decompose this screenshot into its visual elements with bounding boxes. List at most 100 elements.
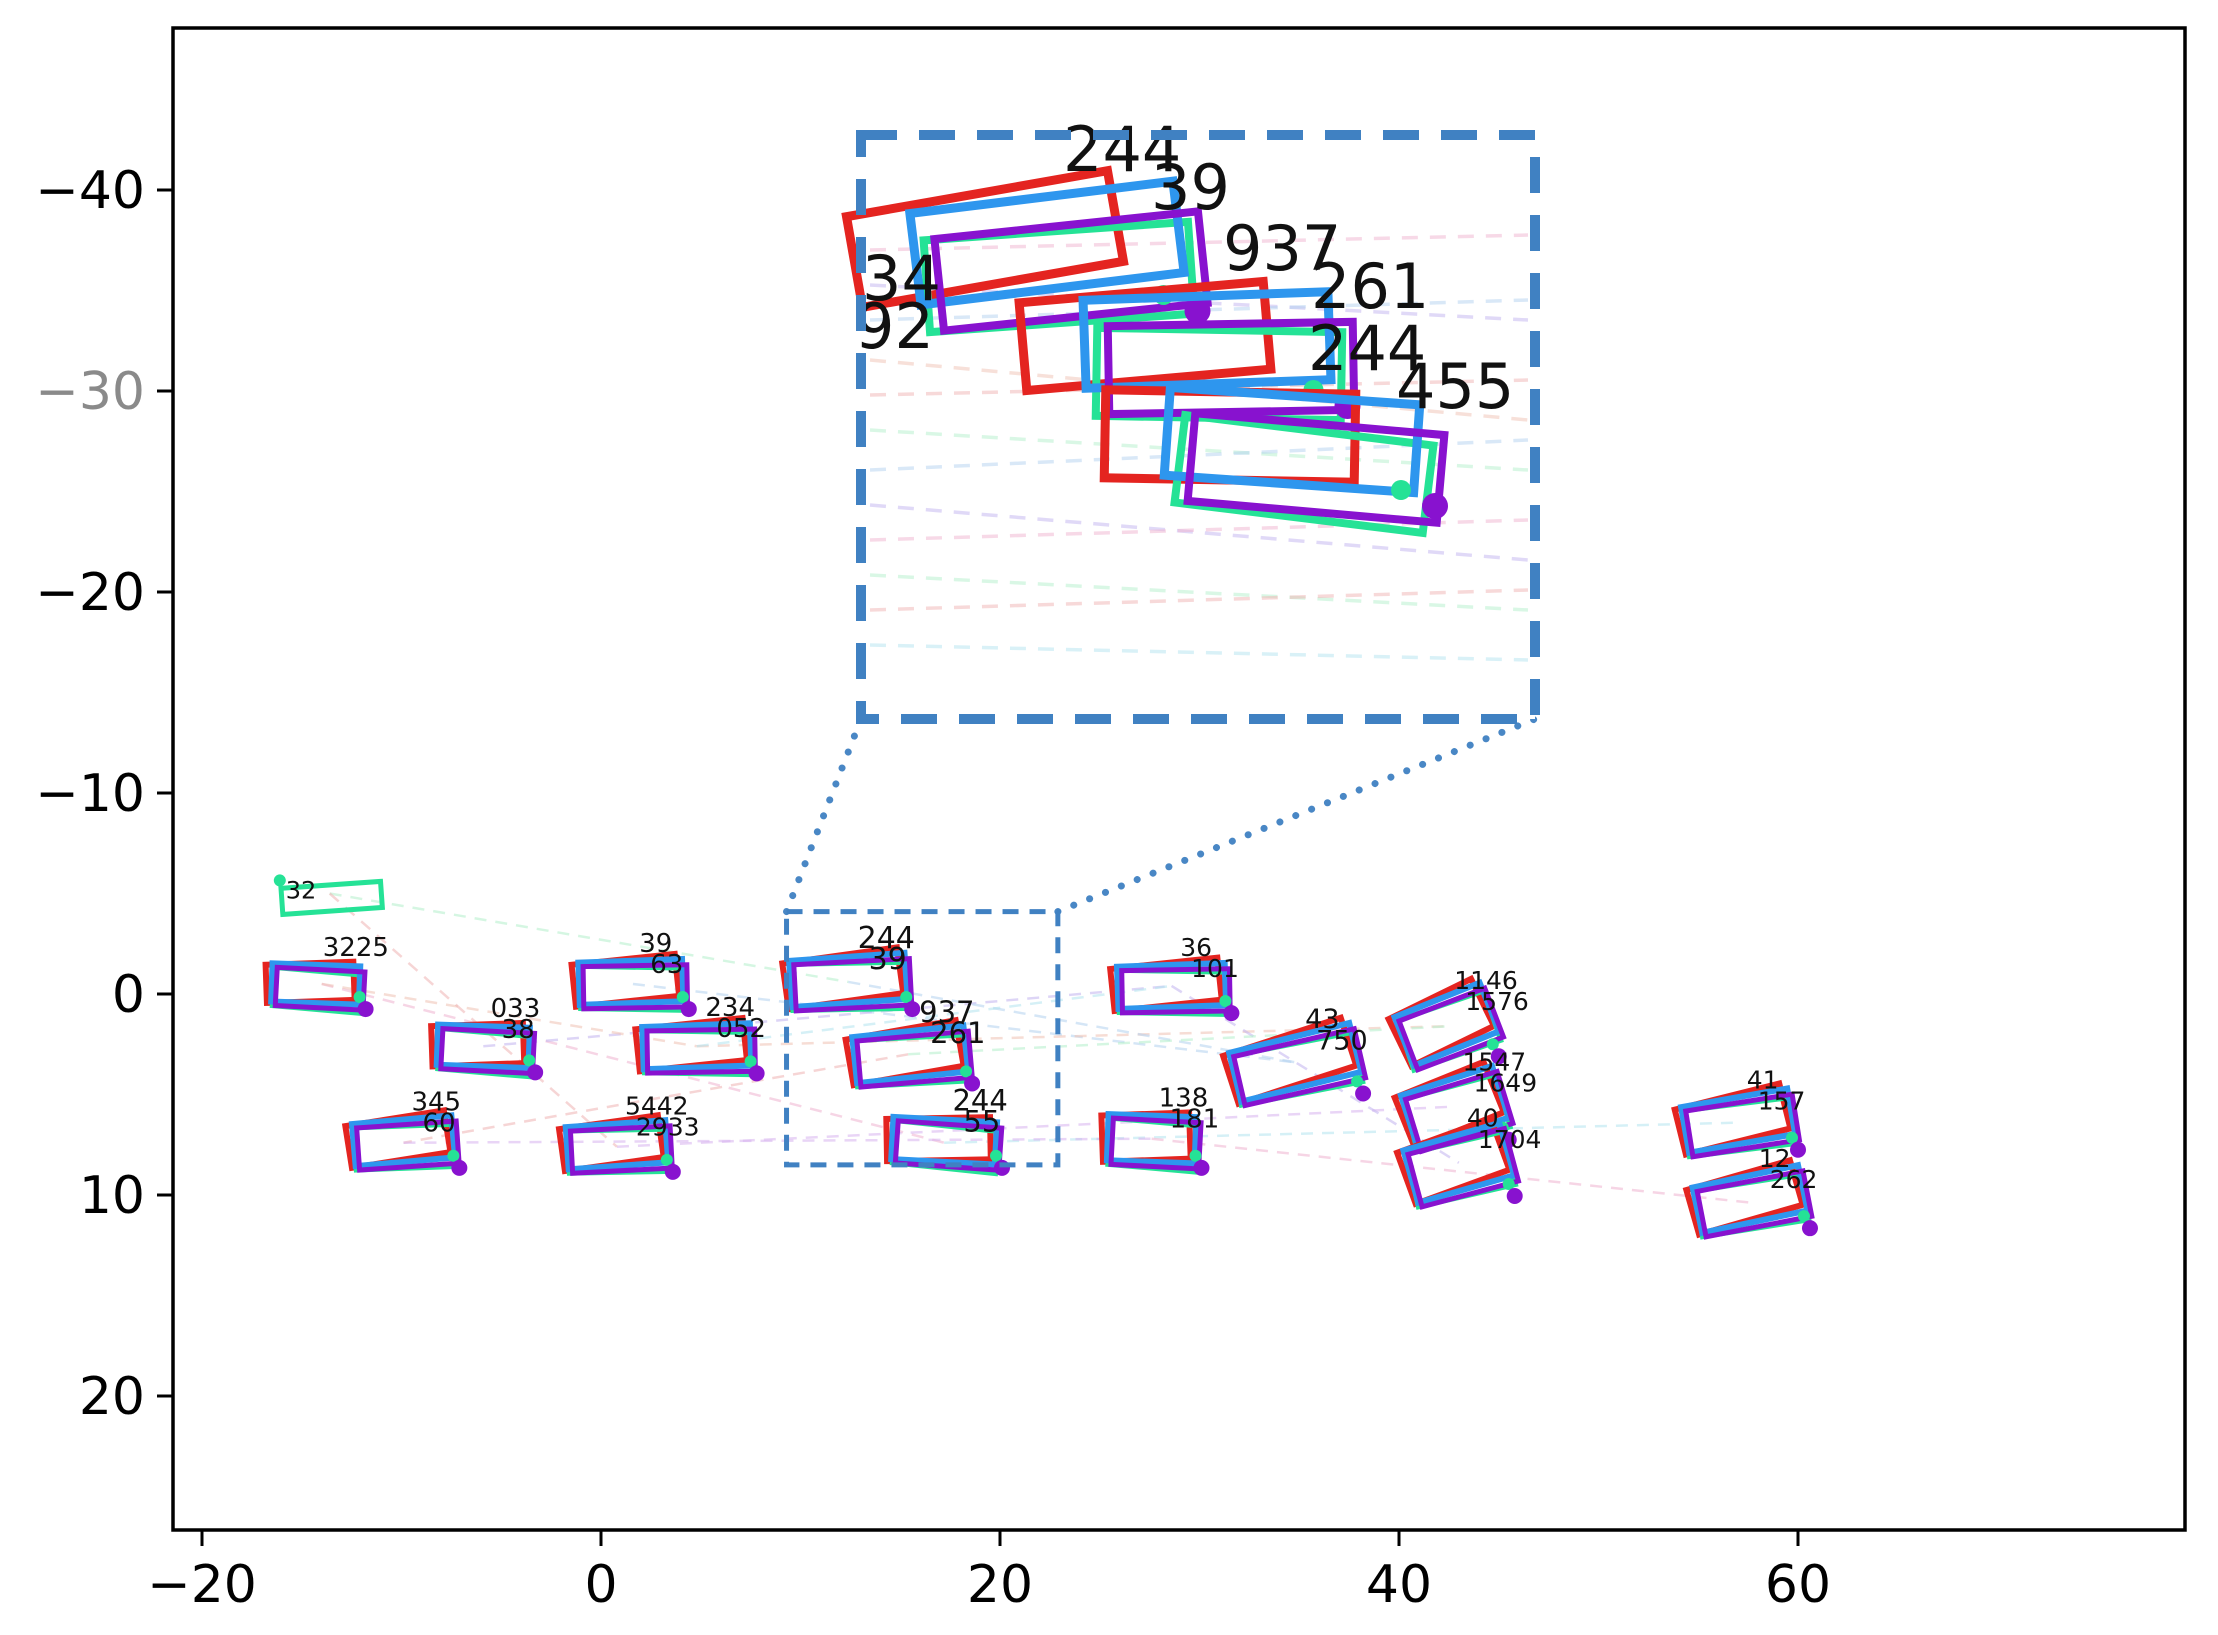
purple-track-box <box>272 964 368 1013</box>
track-id-label: 12 <box>1759 1144 1791 1173</box>
purple-dot <box>1223 1005 1240 1022</box>
blue-track-box <box>904 176 1190 310</box>
track-id-label: 033 <box>491 994 541 1024</box>
inset-partial-label: 92 <box>855 290 934 363</box>
purple-dot <box>904 1001 921 1018</box>
red-track-box <box>1384 974 1499 1071</box>
zoom-inset-border <box>856 130 1540 724</box>
track-id-label: 55 <box>963 1105 1000 1139</box>
purple-track-box <box>1230 1025 1369 1109</box>
track-id-label: 261 <box>930 1016 985 1050</box>
blue-track-box <box>433 1021 533 1072</box>
purple-dot <box>964 1075 981 1092</box>
red-track-box <box>1393 1114 1514 1208</box>
track-id-label: 40 <box>1467 1104 1499 1133</box>
purple-track-box <box>1183 408 1449 528</box>
purple-dot <box>1801 1220 1818 1237</box>
green-dot <box>1486 1038 1499 1051</box>
blue-track-box <box>1225 1019 1365 1106</box>
blue-track-box <box>639 1020 755 1073</box>
track-id-label: 455 <box>1396 350 1514 423</box>
x-tick-label: 20 <box>967 1555 1033 1615</box>
inset-partial-label: 34 <box>862 242 941 315</box>
purple-track-box <box>1694 1167 1815 1240</box>
track-id-label: 60 <box>422 1109 455 1139</box>
purple-track-box <box>1119 966 1233 1016</box>
purple-dot <box>1193 1159 1210 1176</box>
purple-dot <box>664 1163 681 1180</box>
purple-dot <box>748 1065 765 1082</box>
green-dot <box>960 1065 973 1078</box>
association-line <box>632 982 1296 1064</box>
y-tick-label: −30 <box>35 362 145 422</box>
association-line <box>403 1053 909 1144</box>
track-id-label: 39 <box>1151 151 1230 224</box>
purple-track-box <box>567 1123 675 1176</box>
green-dot <box>1219 995 1232 1008</box>
purple-track-box <box>1682 1091 1803 1160</box>
green-dot <box>744 1055 757 1068</box>
track-id-label: 181 <box>1170 1105 1220 1135</box>
red-track-box <box>841 165 1129 313</box>
track-id-label: 262 <box>1770 1165 1818 1194</box>
purple-track-box <box>644 1026 758 1076</box>
green-dot <box>1189 1149 1202 1162</box>
track-id-label: 5442 <box>625 1092 689 1121</box>
green-dot <box>1797 1210 1810 1223</box>
track-id-label: 39 <box>869 942 907 977</box>
zoom-connector-line <box>783 715 865 916</box>
track-id-label: 43 <box>1305 1004 1339 1035</box>
y-tick-label: −10 <box>35 764 145 824</box>
association-line <box>1151 1137 1755 1205</box>
y-tick-label: 20 <box>79 1367 145 1427</box>
purple-dot <box>527 1064 544 1081</box>
blue-track-box <box>785 949 911 1011</box>
blue-track-box <box>1399 1119 1518 1207</box>
track-id-label: 32 <box>286 877 317 905</box>
purple-track-box <box>930 207 1212 335</box>
x-tick-label: 0 <box>584 1555 617 1615</box>
purple-dot <box>993 1159 1010 1176</box>
y-tick-label: 0 <box>112 965 145 1025</box>
track-id-label: 937 <box>919 995 974 1029</box>
association-line <box>616 1105 1455 1149</box>
zoom-connector-line <box>1054 715 1539 916</box>
blue-track-box <box>1159 382 1425 498</box>
green-dot <box>660 1153 673 1166</box>
track-id-label: 36 <box>1180 933 1212 962</box>
x-tick-label: 40 <box>1366 1555 1432 1615</box>
green-dot <box>1391 480 1411 500</box>
blue-track-box <box>1689 1161 1812 1237</box>
blue-track-box <box>1113 959 1230 1013</box>
track-box-cluster: 3225 <box>262 933 389 1018</box>
blue-track-box <box>1677 1085 1799 1157</box>
association-line <box>329 892 849 984</box>
purple-dot <box>680 1001 697 1018</box>
track-id-label: 261 <box>1311 250 1429 323</box>
x-tick-label: 60 <box>1765 1555 1831 1615</box>
purple-track-box <box>1404 1125 1522 1210</box>
green-dot <box>900 991 913 1004</box>
blue-track-box <box>1103 1110 1200 1167</box>
y-tick-label: 10 <box>79 1166 145 1226</box>
track-id-label: 41 <box>1747 1065 1779 1094</box>
green-dot <box>447 1149 460 1162</box>
blue-track-box <box>268 960 364 1008</box>
y-tick-label: −40 <box>35 161 145 221</box>
track-id-label: 101 <box>1191 954 1239 983</box>
green-track-box <box>1170 410 1438 538</box>
track-box-cluster: 32 <box>273 874 386 918</box>
track-id-label: 63 <box>650 950 683 980</box>
purple-dot <box>357 1001 374 1018</box>
